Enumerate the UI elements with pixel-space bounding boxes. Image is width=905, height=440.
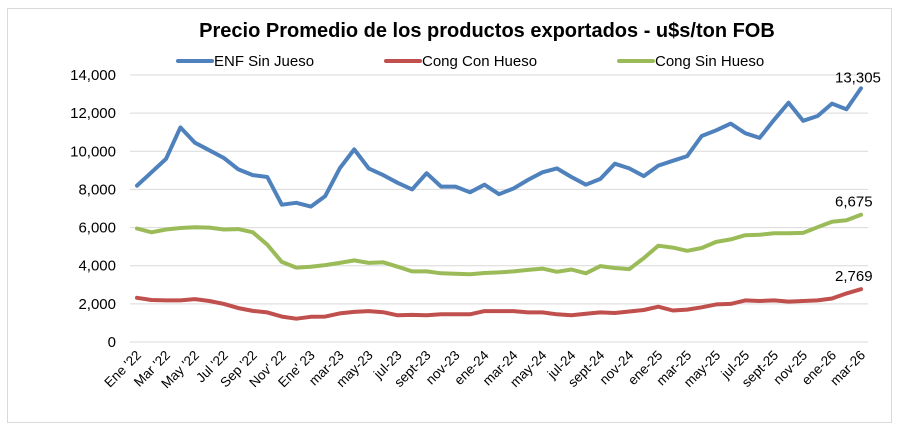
y-tick-label: 4,000 [78, 258, 116, 275]
y-tick-label: 8,000 [78, 181, 116, 198]
series-line-2 [135, 212, 863, 277]
series-line-1 [135, 287, 863, 321]
y-tick-label: 12,000 [70, 105, 116, 122]
gridlines [130, 74, 868, 343]
legend-item: Cong Con Hueso [384, 53, 537, 70]
data-label-last: 6,675 [835, 194, 873, 211]
data-labels: 13,305 2,769 6,675 [835, 69, 881, 285]
legend: ENF Sin Jueso Cong Con Hueso Cong Sin Hues… [176, 53, 764, 70]
y-tick-label: 6,000 [78, 220, 116, 237]
y-tick-label: 14,000 [70, 67, 116, 84]
y-tick-label: 10,000 [70, 143, 116, 160]
chart-title: Precio Promedio de los productos exporta… [199, 20, 775, 42]
legend-label: ENF Sin Jueso [214, 53, 314, 70]
y-tick-label: 2,000 [78, 296, 116, 313]
y-tick-label: 0 [108, 334, 116, 351]
legend-item: Cong Sin Hueso [617, 53, 764, 70]
series-layer [135, 86, 863, 321]
series-line-0 [135, 86, 863, 209]
legend-label: Cong Con Hueso [422, 53, 537, 70]
legend-item: ENF Sin Jueso [176, 53, 314, 70]
chart-frame [7, 8, 892, 423]
y-axis: 14,000 12,000 10,000 8,000 6,000 4,000 2,000 0 [70, 67, 116, 351]
legend-label: Cong Sin Hueso [655, 53, 764, 70]
data-label-last: 2,769 [835, 268, 873, 285]
data-label-last: 13,305 [835, 69, 881, 86]
